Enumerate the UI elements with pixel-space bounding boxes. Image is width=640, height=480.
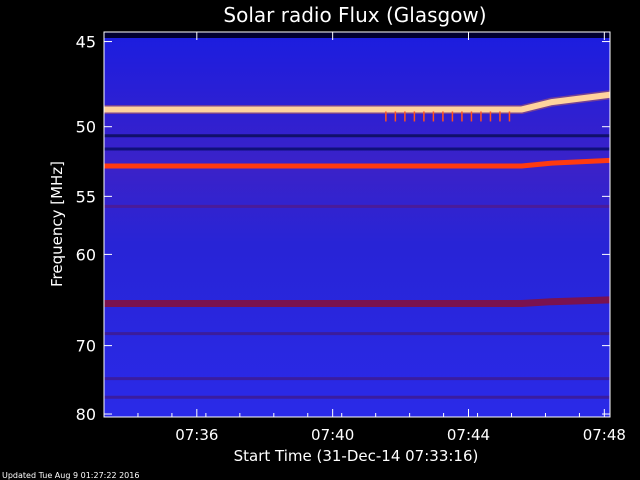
x-tick-label-2: 07:44 — [447, 426, 490, 444]
x-axis-ticks: 07:36 07:40 07:44 07:48 — [103, 32, 626, 444]
burst-markers — [385, 111, 511, 122]
updated-timestamp: Updated Tue Aug 9 01:27:22 2016 — [2, 471, 139, 480]
x-tick-label-3: 07:48 — [583, 426, 626, 444]
y-axis-ticks: 45 50 55 60 70 80 — [76, 33, 610, 424]
y-tick-label-50: 50 — [76, 118, 96, 137]
band-bright-0 — [104, 91, 611, 113]
y-tick-label-45: 45 — [76, 33, 96, 52]
y-axis-label: Frequency [MHz] — [48, 161, 66, 287]
x-tick-label-1: 07:40 — [311, 426, 354, 444]
top-dark-band — [104, 32, 610, 38]
plot-area: 45 50 55 60 70 80 07:36 07:40 07:44 07:48 — [76, 31, 626, 444]
band-medium-5 — [104, 296, 611, 308]
plot-background — [104, 32, 610, 417]
plot-frame — [103, 31, 611, 418]
y-tick-label-80: 80 — [76, 405, 96, 424]
band-strong-1 — [104, 157, 611, 169]
x-axis-label: Start Time (31-Dec-14 07:33:16) — [234, 447, 479, 465]
y-tick-label-70: 70 — [76, 337, 96, 356]
band-glow — [104, 90, 611, 114]
y-tick-label-55: 55 — [76, 187, 96, 206]
frequency-bands — [104, 90, 611, 399]
chart-title: Solar radio Flux (Glasgow) — [223, 3, 486, 27]
x-tick-label-0: 07:36 — [175, 426, 218, 444]
y-tick-label-60: 60 — [76, 245, 96, 264]
